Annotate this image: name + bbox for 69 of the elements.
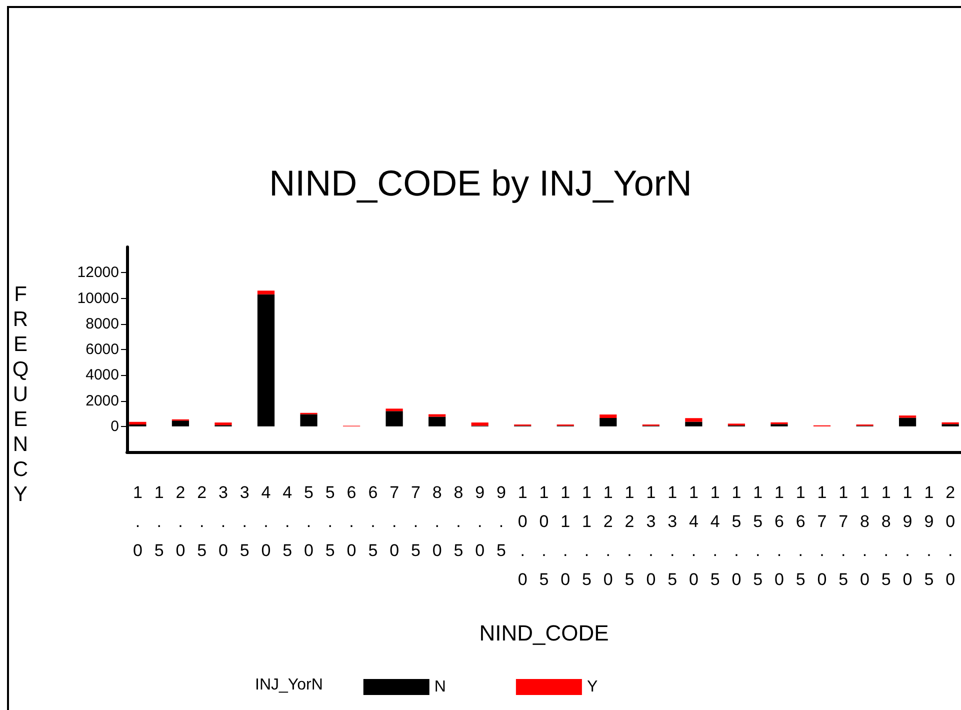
bar [386, 408, 403, 412]
x-tick-label: 10.5 [539, 483, 549, 589]
x-tick-label: 11.5 [582, 483, 592, 589]
x-tick-label: 5.0 [304, 483, 314, 560]
y-tick-label: 2000 [86, 392, 119, 410]
y-tick-label: 10000 [77, 290, 119, 307]
x-tick-label: 12.5 [624, 483, 634, 589]
bar [129, 422, 146, 424]
x-tick-label: 16.0 [774, 483, 784, 589]
x-tick-label: 2.5 [197, 483, 207, 560]
legend-label: Y [586, 678, 598, 696]
x-tick-label: 3.0 [218, 483, 228, 560]
x-tick-label: 17.0 [817, 483, 827, 589]
legend-label: N [434, 678, 446, 696]
y-tick-label: 0 [110, 418, 119, 435]
x-tick-label: 9.0 [475, 483, 485, 560]
x-tick-label: 4.5 [282, 483, 292, 560]
bar [214, 422, 232, 426]
x-tick-label: 8.0 [432, 483, 442, 560]
x-tick-label: 10.0 [518, 483, 528, 589]
x-tick-label: 20.0 [946, 483, 956, 589]
x-tick-label: 5.5 [325, 483, 335, 560]
y-tick-label: 12000 [77, 264, 119, 282]
legend-title: INJ_YorN [255, 676, 323, 694]
x-tick-label: 6.0 [346, 483, 356, 560]
x-tick-label: 12.0 [603, 483, 613, 589]
bar [300, 414, 318, 426]
bar [257, 290, 275, 294]
x-tick-label: 11.0 [560, 483, 570, 589]
bar [600, 414, 617, 418]
x-tick-label: 4.0 [261, 483, 271, 560]
bar [685, 418, 702, 422]
x-tick-label: 13.5 [668, 483, 678, 589]
x-tick-label: 1.0 [132, 483, 142, 560]
bar [428, 416, 446, 426]
bar [898, 418, 916, 426]
bar [685, 422, 702, 426]
x-tick-label: 17.5 [838, 483, 848, 589]
x-tick-label: 15.0 [732, 483, 742, 589]
x-tick-label: 2.0 [176, 483, 186, 560]
x-tick-label: 1.5 [154, 483, 164, 560]
x-tick-label: 18.5 [881, 483, 891, 589]
x-tick-label: 14.0 [688, 483, 698, 589]
x-tick-label: 19.5 [924, 483, 934, 589]
x-tick-label: 7.0 [390, 483, 400, 560]
x-tick-label: 7.5 [410, 483, 420, 560]
y-axis-title: FREQUENCY [9, 283, 32, 508]
x-tick-label: 14.5 [710, 483, 720, 589]
x-tick-label: 15.5 [753, 483, 763, 589]
x-tick-label: 9.5 [496, 483, 506, 560]
y-tick-label: 6000 [86, 341, 119, 358]
y-tick-label: 8000 [86, 315, 119, 332]
x-tick-label: 13.0 [646, 483, 656, 589]
bar [428, 414, 446, 417]
x-tick-label: 6.5 [368, 483, 378, 560]
y-tick-label: 4000 [86, 366, 119, 384]
bar [898, 415, 916, 418]
x-tick-label: 18.0 [860, 483, 870, 589]
x-tick-label: 8.5 [454, 483, 464, 560]
bar [257, 294, 275, 426]
x-axis-title: NIND_CODE [479, 620, 609, 646]
bar [600, 418, 617, 426]
x-tick-label: 19.0 [902, 483, 912, 589]
x-tick-label: 16.5 [796, 483, 806, 589]
chart-title: NIND_CODE by INJ_YorN [269, 162, 692, 204]
bar [471, 422, 488, 426]
bar [172, 420, 190, 426]
bar [386, 411, 403, 426]
x-tick-label: 3.5 [240, 483, 250, 560]
